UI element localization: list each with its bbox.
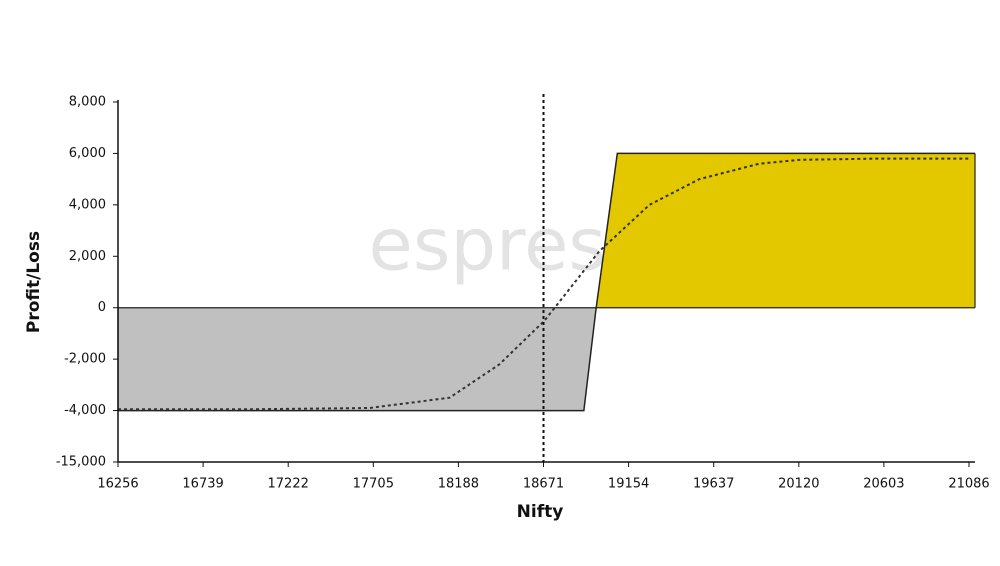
y-tick-label: -4,000 (64, 403, 106, 418)
y-axis-title: Profit/Loss (24, 231, 44, 333)
profit-area (118, 153, 975, 308)
y-tick-label: 2,000 (69, 249, 106, 264)
x-tick-label: 16739 (182, 477, 223, 492)
x-tick-label: 20603 (863, 477, 904, 492)
expected-curve (118, 157, 970, 411)
payoff-line (118, 152, 975, 412)
x-tick-label: 21086 (948, 477, 989, 492)
x-tick-label: 17705 (353, 477, 394, 492)
y-tick-label: 4,000 (69, 197, 106, 212)
x-tick-label: 16256 (97, 477, 138, 492)
x-tick-label: 19637 (693, 477, 734, 492)
x-tick-label: 17222 (268, 477, 309, 492)
x-axis-title: Nifty (517, 502, 564, 522)
loss-area (118, 307, 597, 411)
x-tick-label: 20120 (778, 477, 819, 492)
y-tick-label: -15,000 (56, 455, 106, 470)
x-tick-label: 18188 (438, 477, 479, 492)
y-tick-label: 0 (98, 300, 106, 315)
y-tick-label: -2,000 (64, 352, 106, 367)
y-tick-label: 8,000 (69, 95, 106, 110)
x-tick-label: 18671 (523, 477, 564, 492)
y-tick-label: 6,000 (69, 146, 106, 161)
x-tick-label: 19154 (608, 477, 649, 492)
